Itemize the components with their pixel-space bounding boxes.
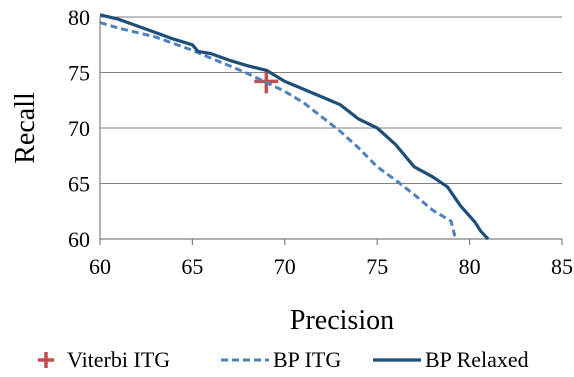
legend-label-viterbi-itg: Viterbi ITG xyxy=(67,347,170,372)
legend-item-bp-itg: BP ITG xyxy=(221,347,341,372)
y-tick-label: 75 xyxy=(68,61,90,86)
grid xyxy=(100,16,562,184)
x-tick-label: 65 xyxy=(181,254,203,279)
legend-label-bp-relaxed: BP Relaxed xyxy=(425,347,529,372)
series-line-bp-relaxed xyxy=(99,13,490,241)
x-tick-label: 75 xyxy=(366,254,388,279)
x-tick-label: 60 xyxy=(89,254,111,279)
legend-marker-viterbi-itg xyxy=(38,352,54,368)
y-tick-label: 65 xyxy=(68,172,90,197)
y-tick-label: 80 xyxy=(68,5,90,30)
x-tick-label: 85 xyxy=(551,254,573,279)
x-tick-label: 70 xyxy=(274,254,296,279)
y-axis-title: Recall xyxy=(10,92,41,164)
tick-labels: 60 65 70 75 80 60 65 70 75 80 85 xyxy=(68,5,573,279)
legend-item-viterbi-itg: Viterbi ITG xyxy=(38,347,170,372)
series-layer xyxy=(99,13,490,241)
x-tick-label: 80 xyxy=(459,254,481,279)
y-tick-label: 70 xyxy=(68,116,90,141)
series-line-bp-itg xyxy=(99,21,458,240)
legend: Viterbi ITG BP ITG BP Relaxed xyxy=(38,347,529,372)
legend-item-bp-relaxed: BP Relaxed xyxy=(373,347,529,372)
x-axis-title: Precision xyxy=(290,305,394,336)
legend-label-bp-itg: BP ITG xyxy=(273,347,341,372)
y-tick-label: 60 xyxy=(68,227,90,252)
axes xyxy=(99,17,563,245)
